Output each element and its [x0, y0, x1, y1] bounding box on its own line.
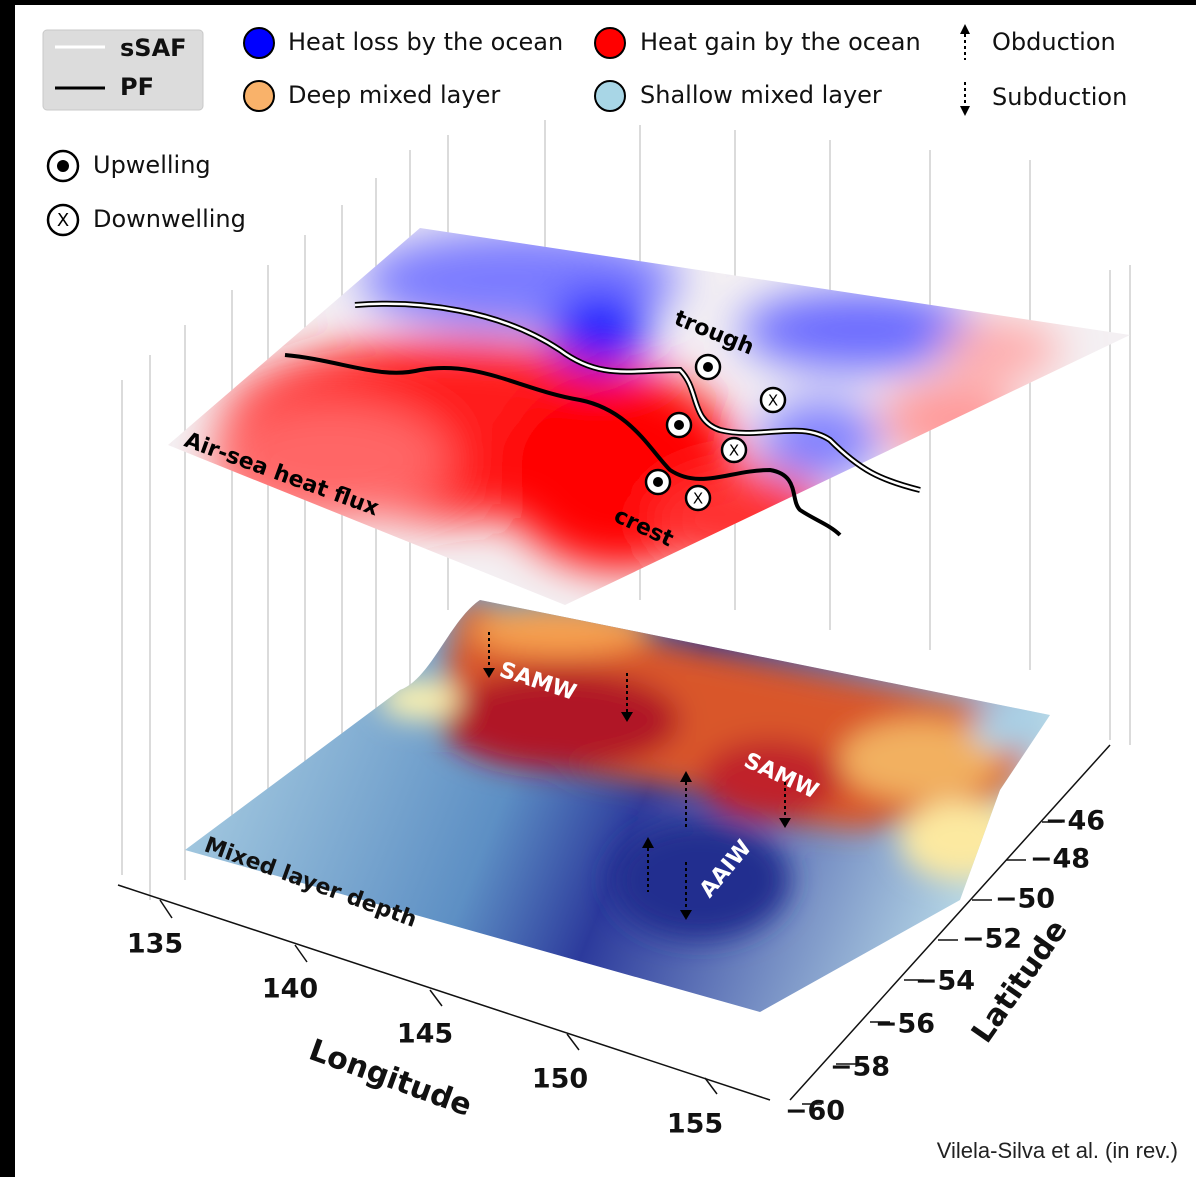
arrows	[488, 632, 786, 910]
legend-symbol	[57, 160, 69, 172]
legend-label: Heat gain by the ocean	[640, 28, 921, 56]
svg-text:X: X	[693, 490, 703, 508]
ssaf-line	[354, 302, 921, 492]
legend-label: Downwelling	[93, 205, 246, 233]
credit: Vilela-Silva et al. (in rev.)	[937, 1138, 1178, 1163]
legend-label: sSAF	[120, 34, 187, 62]
y-tick-label: −52	[962, 924, 1022, 955]
legend-label: Heat loss by the ocean	[288, 28, 563, 56]
legend-label: Subduction	[992, 83, 1127, 111]
legend-label: PF	[120, 73, 154, 101]
y-tick-label: −54	[915, 966, 975, 997]
legend-box	[42, 29, 204, 111]
legend-arrow	[960, 106, 970, 116]
x-tick-label: 145	[397, 1019, 453, 1050]
legend-symbol	[46, 203, 80, 237]
downwelling-x: X X X	[693, 392, 778, 508]
y-tick-label: −58	[830, 1052, 890, 1083]
x-ticks: 135 140 145 150 155	[127, 929, 723, 1140]
arrowheads	[483, 668, 791, 920]
y-tick-label: −46	[1045, 806, 1105, 837]
legend-symbol: X	[57, 210, 69, 231]
downwelling-markers	[684, 386, 787, 512]
x-tick-label: 135	[127, 929, 183, 960]
legend-arrow	[960, 24, 970, 34]
upwelling-dots	[653, 362, 713, 487]
legend-label: Obduction	[992, 28, 1116, 56]
axis-lines	[117, 744, 1111, 1105]
x-tick-label: 140	[262, 974, 318, 1005]
svg-text:X: X	[729, 442, 739, 460]
x-tick-label: 150	[532, 1064, 588, 1095]
legend-label: Shallow mixed layer	[640, 81, 882, 109]
y-tick-label: −50	[995, 884, 1055, 915]
y-tick-label: −56	[875, 1009, 935, 1040]
y-ticks: −46 −48 −50 −52 −54 −56 −58 −60	[785, 806, 1105, 1127]
y-tick-label: −48	[1030, 844, 1090, 875]
legend-swatch	[594, 80, 626, 112]
pf-line	[284, 353, 842, 537]
legend-label: Deep mixed layer	[288, 81, 500, 109]
legend-swatch	[243, 80, 275, 112]
background	[15, 5, 1196, 1177]
x-tick-label: 155	[667, 1109, 723, 1140]
y-tick-label: −60	[785, 1096, 845, 1127]
legend-swatch	[594, 27, 626, 59]
legend-label: Upwelling	[93, 151, 211, 179]
svg-text:X: X	[768, 392, 778, 410]
legend-swatch	[243, 27, 275, 59]
